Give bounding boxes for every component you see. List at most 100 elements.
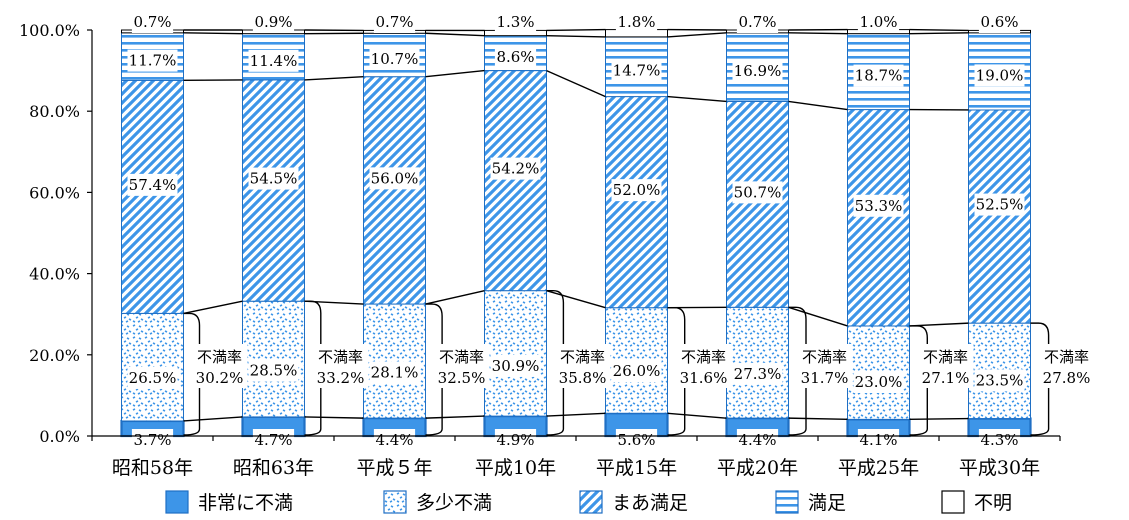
label-box <box>494 46 537 69</box>
series-line <box>546 289 606 309</box>
label-box <box>732 362 783 385</box>
x-tick-label: 平成30年 <box>959 457 1040 479</box>
label-box <box>857 429 900 451</box>
label-box <box>248 359 299 382</box>
bar-segment <box>242 300 305 418</box>
data-label: 0.7% <box>133 13 171 31</box>
label-box <box>248 49 299 72</box>
label-box <box>554 344 611 388</box>
y-tick-label: 0.0% <box>39 427 80 446</box>
label-box <box>615 429 658 451</box>
label-box <box>978 11 1021 33</box>
label-box <box>494 429 537 451</box>
data-label: 1.3% <box>496 13 534 31</box>
dissatisfaction-value: 31.6% <box>680 369 728 387</box>
legend-label: 多少不満 <box>416 492 492 514</box>
data-label: 14.7% <box>613 62 661 80</box>
series-line <box>788 417 848 421</box>
dissatisfaction-bracket <box>425 303 443 436</box>
label-box <box>615 11 658 33</box>
label-box <box>490 354 541 377</box>
series-line <box>909 28 969 32</box>
legend-label: 不明 <box>974 492 1012 514</box>
bar-segment <box>484 70 547 292</box>
y-tick-label: 60.0% <box>29 183 80 202</box>
data-label: 0.7% <box>375 13 413 31</box>
label-box <box>853 64 904 87</box>
data-label: 26.0% <box>613 362 661 380</box>
label-box <box>736 429 779 451</box>
label-box <box>433 344 490 388</box>
bar-segment <box>968 109 1031 324</box>
dissatisfaction-bracket <box>183 312 201 436</box>
data-label: 18.7% <box>855 67 903 85</box>
dissatisfaction-label: 不満率 <box>318 348 363 366</box>
series-line <box>425 289 485 305</box>
bar-segment <box>242 79 305 302</box>
dissatisfaction-value: 35.8% <box>559 369 607 387</box>
data-label: 0.7% <box>738 13 776 31</box>
data-label: 4.3% <box>980 431 1018 449</box>
bar-segment <box>363 76 426 305</box>
bar-segment <box>121 79 184 314</box>
data-label: 26.5% <box>129 369 177 387</box>
x-tick-label: 平成５年 <box>356 457 432 479</box>
x-tick-label: 平成20年 <box>717 457 798 479</box>
dissatisfaction-label: 不満率 <box>197 348 242 366</box>
data-label: 56.0% <box>371 169 419 187</box>
data-label: 4.4% <box>738 431 776 449</box>
dissatisfaction-value: 33.2% <box>317 369 365 387</box>
data-label: 10.7% <box>371 50 419 68</box>
data-label: 16.9% <box>734 62 782 80</box>
bar-segment <box>484 290 547 417</box>
series-line <box>425 415 485 419</box>
dissatisfaction-label: 不満率 <box>681 348 726 366</box>
data-label: 3.7% <box>133 431 171 449</box>
series-line <box>546 412 606 417</box>
series-line <box>546 28 606 32</box>
legend-swatch <box>165 490 189 514</box>
data-label: 53.3% <box>855 197 903 215</box>
legend-swatch <box>579 490 603 514</box>
data-label: 50.7% <box>734 183 782 201</box>
legend-swatch <box>941 490 965 514</box>
data-label: 52.5% <box>976 196 1024 214</box>
data-label: 0.6% <box>980 13 1018 31</box>
series-line <box>546 69 606 98</box>
dissatisfaction-bracket <box>1030 322 1050 436</box>
series-line <box>183 32 243 35</box>
label-box <box>736 11 779 33</box>
series-line <box>909 32 969 35</box>
data-label: 4.9% <box>496 431 534 449</box>
data-label: 30.9% <box>492 357 540 375</box>
label-box <box>974 64 1025 87</box>
dissatisfaction-bracket <box>546 289 565 436</box>
series-line <box>304 416 364 419</box>
label-box <box>611 179 662 202</box>
label-box <box>978 429 1021 451</box>
data-label: 0.9% <box>254 13 292 31</box>
dissatisfaction-value: 30.2% <box>196 369 244 387</box>
x-tick-label: 昭和58年 <box>112 457 193 479</box>
label-box <box>853 194 904 217</box>
label-box <box>796 344 853 388</box>
data-label: 54.2% <box>492 160 540 178</box>
series-line <box>667 95 727 103</box>
label-box <box>917 344 974 388</box>
dissatisfaction-value: 27.8% <box>1043 369 1091 387</box>
x-tick-label: 昭和63年 <box>233 457 314 479</box>
dissatisfaction-bracket <box>304 300 322 436</box>
data-label: 52.0% <box>613 181 661 199</box>
label-box <box>127 366 178 389</box>
label-box <box>248 167 299 190</box>
data-label: 27.3% <box>734 365 782 383</box>
data-label: 11.7% <box>129 52 177 70</box>
label-box <box>732 181 783 204</box>
label-box <box>131 11 174 33</box>
data-label: 4.1% <box>859 431 897 449</box>
series-line <box>183 416 243 422</box>
dissatisfaction-label: 不満率 <box>1044 348 1089 366</box>
dissatisfaction-label: 不満率 <box>439 348 484 366</box>
series-line <box>788 100 848 111</box>
